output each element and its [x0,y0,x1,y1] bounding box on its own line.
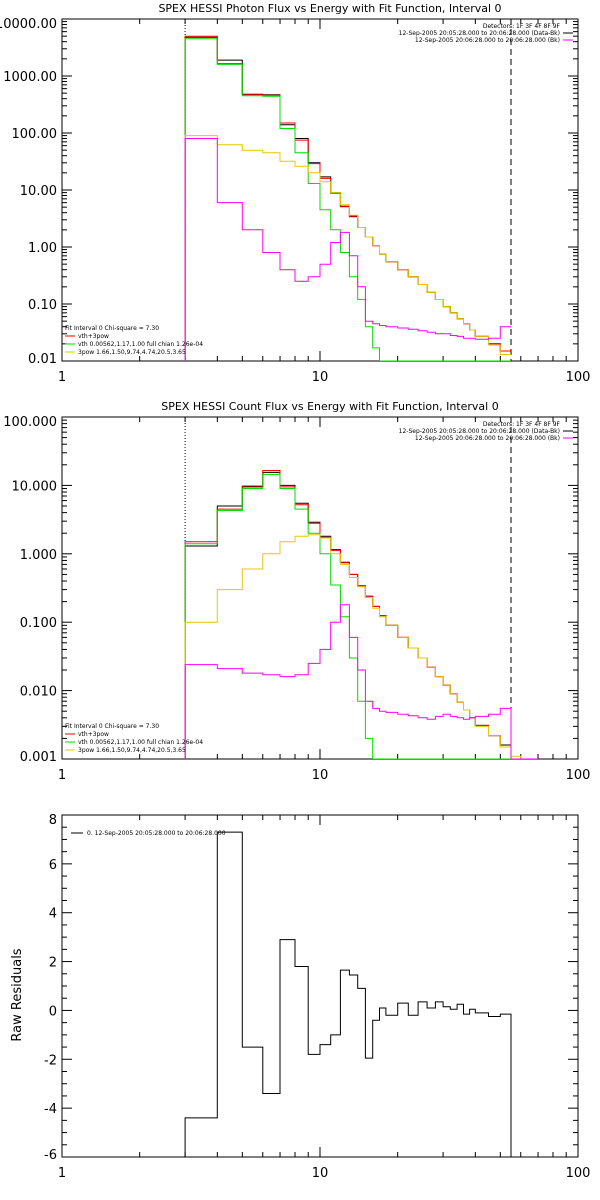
y-tick-label: 0.100 [20,616,57,631]
panel-title: SPEX HESSI Photon Flux vs Energy with Fi… [158,2,501,15]
x-tick-label: 1 [58,370,66,385]
panel-title: SPEX HESSI Count Flux vs Energy with Fit… [161,400,498,413]
count-flux-panel: SPEX HESSI Count Flux vs Energy with Fit… [3,400,590,783]
legend-text: vth+3pow [78,731,109,738]
y-tick-label: 0.001 [20,750,57,765]
series-line-4 [184,604,538,759]
photon-flux-panel: SPEX HESSI Photon Flux vs Energy with Fi… [0,2,590,385]
legend-text: vth+3pow [78,333,109,340]
residuals-plot-area: 1 10 100 -6 -4 -2 0 2 4 6 8 0. 12-Sep-2005 20:05:28… [44,813,590,1181]
series-line-0 [184,831,512,1157]
legend-text: 3pow 1.66,1.50,9.74,4.74,20.5,3.65 [78,349,186,356]
y-tick-label: 100.00 [12,127,58,142]
series-line-2 [184,38,511,361]
header-text: Detectors: 1F 3F 4F 8F 9F [483,23,561,30]
y-tick-label: 0 [49,1004,57,1019]
count-flux-plot-area: 1 10 100 0.001 0.010 0.100 1.000 10.000 100.000 D… [3,415,590,783]
series-line-0 [184,36,511,361]
y-tick-label: 4 [49,907,57,922]
x-tick-label: 100 [566,768,591,783]
legend-text: 0. 12-Sep-2005 20:05:28.000 to 20:06:28.… [87,830,226,837]
y-tick-label: -4 [44,1102,57,1117]
header-text: 12-Sep-2005 20:05:28.000 to 20:06:28.000… [399,30,560,37]
y-tick-label: 6 [49,858,57,873]
y-tick-label: 8 [49,813,57,828]
y-tick-label: 0.10 [28,298,57,313]
legend-text: 3pow 1.66,1.50,9.74,4.74,20.5,3.65 [78,747,186,754]
y-tick-label: 1.00 [28,241,57,256]
x-tick-label: 1 [58,768,66,783]
series-line-1 [184,470,538,759]
y-tick-label: 10.000 [12,479,58,494]
header-text: 12-Sep-2005 20:06:28.000 to 20:06:28.000… [415,37,560,44]
x-tick-label: 100 [566,1166,591,1181]
y-tick-label: -2 [44,1053,57,1068]
legend-text: vth 0.00562,1.17,1.00 full chian 1.26e-0… [78,739,203,746]
plot-frame [61,416,579,760]
y-tick-label: 0.01 [28,352,57,367]
series-line-4 [184,138,511,361]
legend-text: Fit Interval 0 Chi-square = 7.30 [65,723,159,730]
y-axis-label: Raw Residuals [10,948,25,1041]
y-tick-label: 100.000 [3,415,57,430]
y-tick-label: 1.000 [20,548,57,563]
series-line-2 [184,473,538,759]
residuals-panel: Raw Residuals 1 10 100 -6 -4 -2 0 2 4 6 8 0. 12-Sep… [10,813,590,1181]
header-text: 12-Sep-2005 20:05:28.000 to 20:06:28.000… [399,428,560,435]
y-tick-label: 1000.00 [3,70,57,85]
series-line-1 [184,35,511,361]
photon-flux-plot-area: 1 10 100 0.01 0.10 1.00 10.00 100.00 1000.00 1000… [0,17,590,385]
y-tick-label: 10.00 [20,184,57,199]
x-tick-label: 10 [312,370,329,385]
header-text: Detectors: 1F 3F 4F 8F 9F [483,421,561,428]
x-tick-label: 10 [312,1166,329,1181]
series-line-3 [184,135,511,361]
plot-frame [61,814,579,1158]
header-text: 12-Sep-2005 20:06:28.000 to 20:06:28.000… [415,435,560,442]
legend-text: Fit Interval 0 Chi-square = 7.30 [65,325,159,332]
x-tick-label: 1 [58,1166,66,1181]
y-tick-label: 2 [49,956,57,971]
x-tick-label: 10 [312,768,329,783]
legend-text: vth 0.00562,1.17,1.00 full chian 1.26e-0… [78,341,203,348]
x-tick-label: 100 [566,370,591,385]
y-tick-label: 10000.00 [0,17,57,32]
y-tick-label: -6 [44,1148,57,1163]
y-tick-label: 0.010 [20,685,57,700]
